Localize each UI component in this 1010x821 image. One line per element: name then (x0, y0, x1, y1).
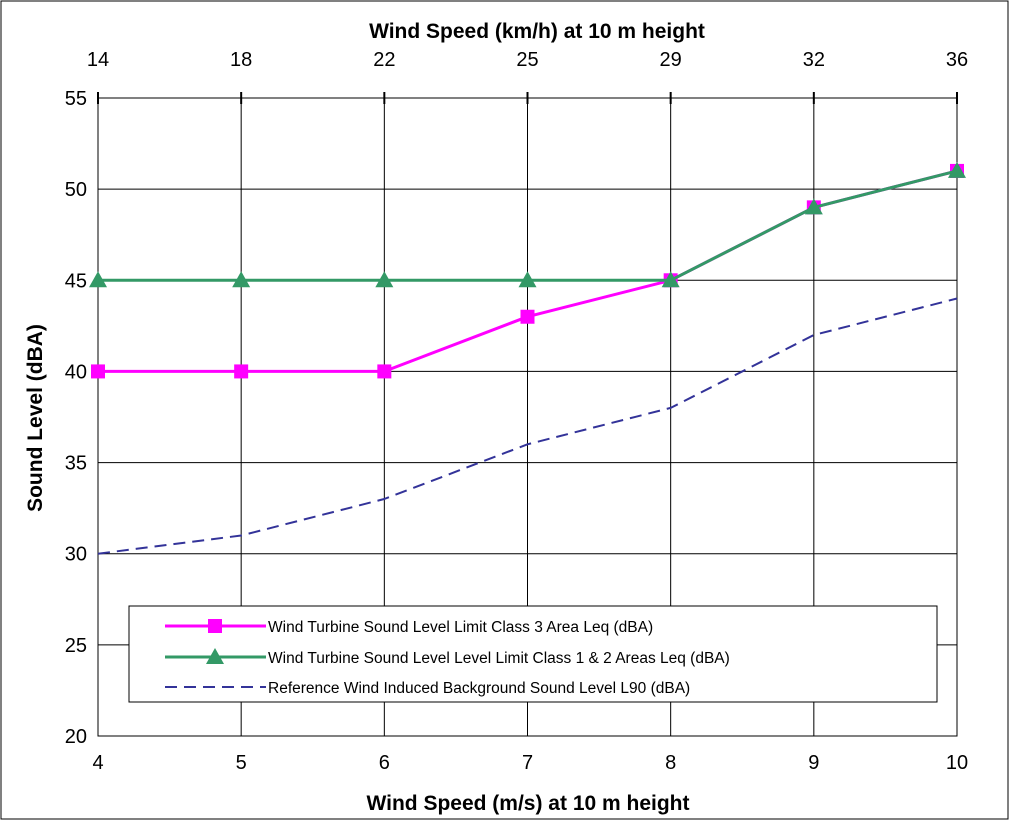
series-2-point (375, 271, 394, 288)
series-2 (89, 161, 966, 288)
legend-item-1: Wind Turbine Sound Level Limit Class 3 A… (165, 619, 653, 636)
x-tick-label: 6 (379, 752, 390, 774)
top-axis-tick-label: 18 (230, 49, 252, 71)
legend-label: Reference Wind Induced Background Sound … (268, 680, 690, 697)
y-tick-label: 20 (65, 726, 87, 748)
series-2-point (948, 161, 966, 178)
series-2-point (89, 271, 107, 288)
series-3-line (97, 297, 958, 555)
top-axis-tick-label: 32 (803, 49, 825, 71)
y-tick-label: 40 (65, 361, 87, 383)
series-1-point (234, 364, 249, 379)
top-axis-ticks (97, 92, 958, 104)
x-tick-label: 9 (808, 752, 819, 774)
series-1-point (91, 364, 105, 379)
y-tick-label: 25 (65, 635, 87, 657)
top-axis-tick-label: 14 (87, 49, 109, 71)
x-tick-label: 7 (522, 752, 533, 774)
x-tick-label: 4 (92, 752, 103, 774)
y-tick-label: 45 (65, 270, 87, 292)
top-axis-tick-label: 29 (660, 49, 682, 71)
y-tick-label: 35 (65, 453, 87, 475)
legend: Wind Turbine Sound Level Limit Class 3 A… (128, 605, 938, 703)
legend-swatch-marker (206, 648, 224, 664)
series-2-point (661, 271, 680, 288)
legend-label: Wind Turbine Sound Level Limit Class 3 A… (268, 619, 653, 636)
x-axis-title: Wind Speed (m/s) at 10 m height (366, 792, 689, 815)
legend-item-2: Wind Turbine Sound Level Level Limit Cla… (165, 648, 730, 667)
top-axis-tick-label: 25 (516, 49, 538, 71)
top-axis-title: Wind Speed (km/h) at 10 m height (369, 20, 705, 43)
legend-swatch-marker (208, 619, 222, 633)
y-tick-label: 50 (65, 179, 87, 201)
y-axis-title: Sound Level (dBA) (24, 324, 47, 512)
x-axis-tick-labels: 4 5 6 7 8 9 10 (92, 752, 968, 774)
y-tick-label: 30 (65, 544, 87, 566)
series-2-point (232, 271, 251, 288)
legend-item-3: Reference Wind Induced Background Sound … (165, 680, 690, 697)
x-tick-label: 5 (236, 752, 247, 774)
x-tick-label: 10 (946, 752, 968, 774)
top-axis-tick-labels: 14 18 22 25 29 32 36 (87, 49, 968, 71)
x-tick-label: 8 (665, 752, 676, 774)
legend-label: Wind Turbine Sound Level Level Limit Cla… (268, 650, 730, 667)
series-2-point (518, 271, 537, 288)
series-2-point (804, 198, 823, 215)
series-1-point (377, 364, 392, 379)
top-axis-tick-label: 36 (946, 49, 968, 71)
series-3 (97, 297, 958, 555)
y-axis-tick-labels: 20 25 30 35 40 45 50 55 (65, 88, 87, 748)
top-axis-tick-label: 22 (373, 49, 395, 71)
y-tick-label: 55 (65, 88, 87, 110)
series-layer (89, 161, 966, 555)
series-1-point (520, 309, 535, 324)
